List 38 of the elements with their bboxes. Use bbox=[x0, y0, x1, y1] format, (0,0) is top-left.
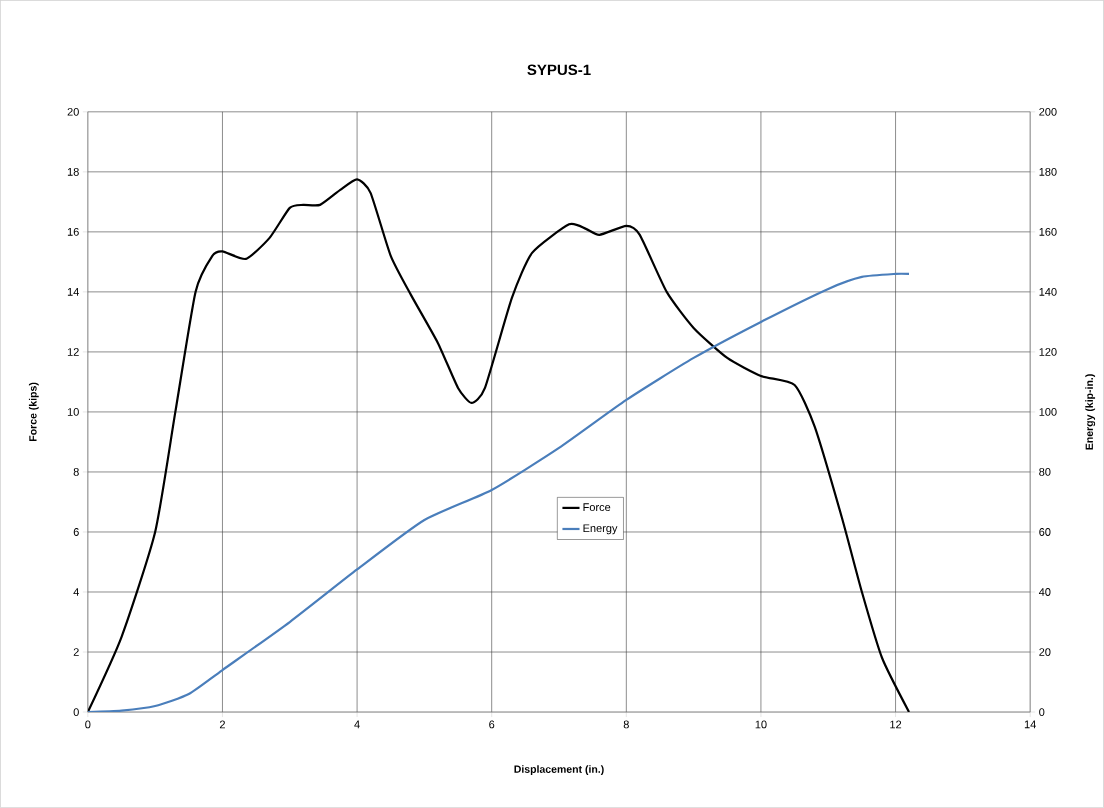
y-tick-label: 20 bbox=[67, 108, 79, 116]
y2-tick-label: 140 bbox=[1039, 288, 1057, 296]
y-axis-title: Force (kips) bbox=[28, 382, 39, 442]
line-series bbox=[87, 178, 911, 713]
y2-tick-label: 180 bbox=[1039, 168, 1057, 176]
x-tick-label: 4 bbox=[354, 720, 360, 729]
x-tick-label: 6 bbox=[489, 720, 495, 729]
y2-tick-label: 80 bbox=[1039, 468, 1051, 476]
x-axis-title: Displacement (in.) bbox=[514, 765, 604, 776]
y-tick-label: 10 bbox=[67, 408, 79, 416]
chart-title: SYPUS-1 bbox=[527, 64, 591, 76]
x-tick-label: 2 bbox=[219, 720, 225, 729]
legend-label: Energy bbox=[583, 524, 618, 535]
y2-tick-label: 200 bbox=[1039, 108, 1057, 116]
y2-tick-label: 20 bbox=[1039, 648, 1051, 656]
y2-tick-label: 40 bbox=[1038, 588, 1051, 596]
legend-label: Force bbox=[583, 503, 611, 512]
y2-tick-label: 60 bbox=[1039, 528, 1051, 536]
y2-tick-label: 160 bbox=[1039, 228, 1057, 236]
y2-tick-label: 120 bbox=[1039, 348, 1057, 356]
y-tick-label: 6 bbox=[73, 528, 79, 536]
y-tick-label: 16 bbox=[67, 228, 79, 236]
x-tick-label: 12 bbox=[890, 720, 902, 729]
y-tick-label: 0 bbox=[73, 708, 79, 716]
y2-tick-label: 100 bbox=[1039, 408, 1057, 416]
y2-tick-label: 0 bbox=[1039, 708, 1045, 716]
x-tick-label: 8 bbox=[623, 720, 629, 729]
x-tick-label: 10 bbox=[755, 720, 767, 729]
x-tick-label: 14 bbox=[1024, 720, 1036, 729]
y-tick-label: 4 bbox=[73, 588, 79, 596]
y-tick-label: 8 bbox=[73, 468, 79, 476]
y-tick-label: 12 bbox=[67, 348, 79, 356]
y-tick-label: 14 bbox=[67, 288, 79, 296]
y-tick-label: 18 bbox=[67, 168, 79, 176]
x-tick-label: 0 bbox=[85, 720, 91, 729]
y2-axis-title: Energy (kip-in.) bbox=[1085, 374, 1096, 450]
y-tick-label: 2 bbox=[73, 648, 79, 656]
line-series bbox=[87, 272, 911, 713]
